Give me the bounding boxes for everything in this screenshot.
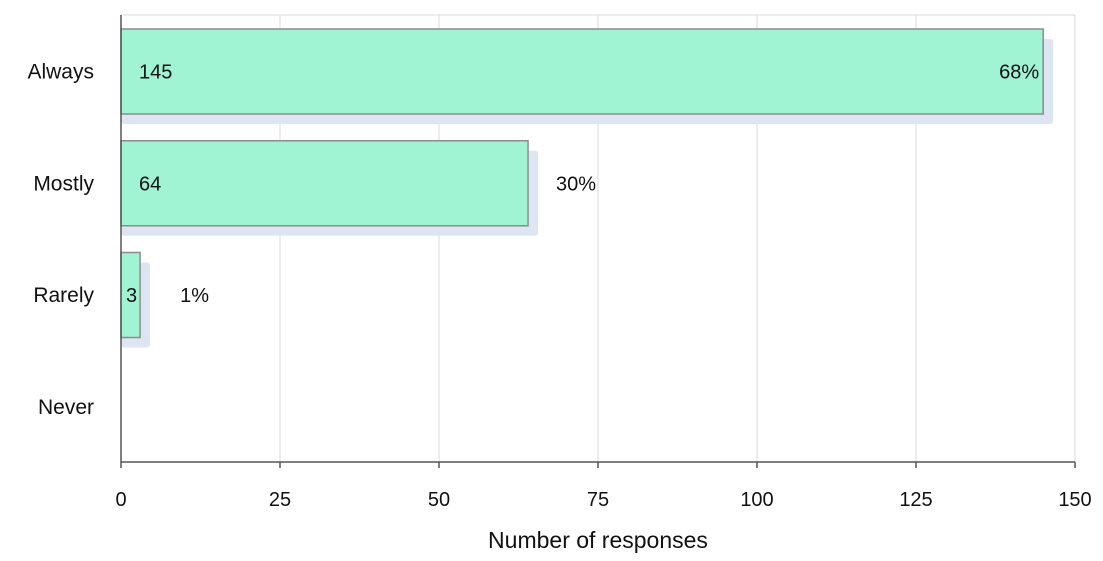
percent-label: 68% xyxy=(999,62,1039,84)
x-tick-label: 0 xyxy=(115,489,126,511)
count-label: 145 xyxy=(139,62,172,84)
category-label-always: Always xyxy=(27,61,94,84)
x-tick-label: 150 xyxy=(1058,489,1091,511)
percent-label: 30% xyxy=(556,173,596,195)
percent-label: 1% xyxy=(180,285,209,307)
axis xyxy=(120,15,1076,468)
bar-mostly xyxy=(120,140,529,227)
bars xyxy=(120,28,1044,339)
category-label-mostly: Mostly xyxy=(33,172,94,195)
x-tick-label: 125 xyxy=(899,489,932,511)
bar-always xyxy=(120,28,1044,115)
count-label: 64 xyxy=(139,173,161,195)
category-label-never: Never xyxy=(38,396,94,419)
x-tick-label: 50 xyxy=(428,489,450,511)
category-label-rarely: Rarely xyxy=(33,284,94,307)
x-axis-title: Number of responses xyxy=(488,527,708,553)
value-labels: 145 68% 64 30% 3 1% xyxy=(126,62,1039,308)
x-tick-label: 75 xyxy=(587,489,609,511)
x-tick-label: 25 xyxy=(269,489,291,511)
x-tick-labels: 0 25 50 75 100 125 150 xyxy=(115,489,1091,511)
category-labels: Always Mostly Rarely Never xyxy=(27,61,94,419)
x-tick-label: 100 xyxy=(740,489,773,511)
count-label: 3 xyxy=(126,285,137,307)
